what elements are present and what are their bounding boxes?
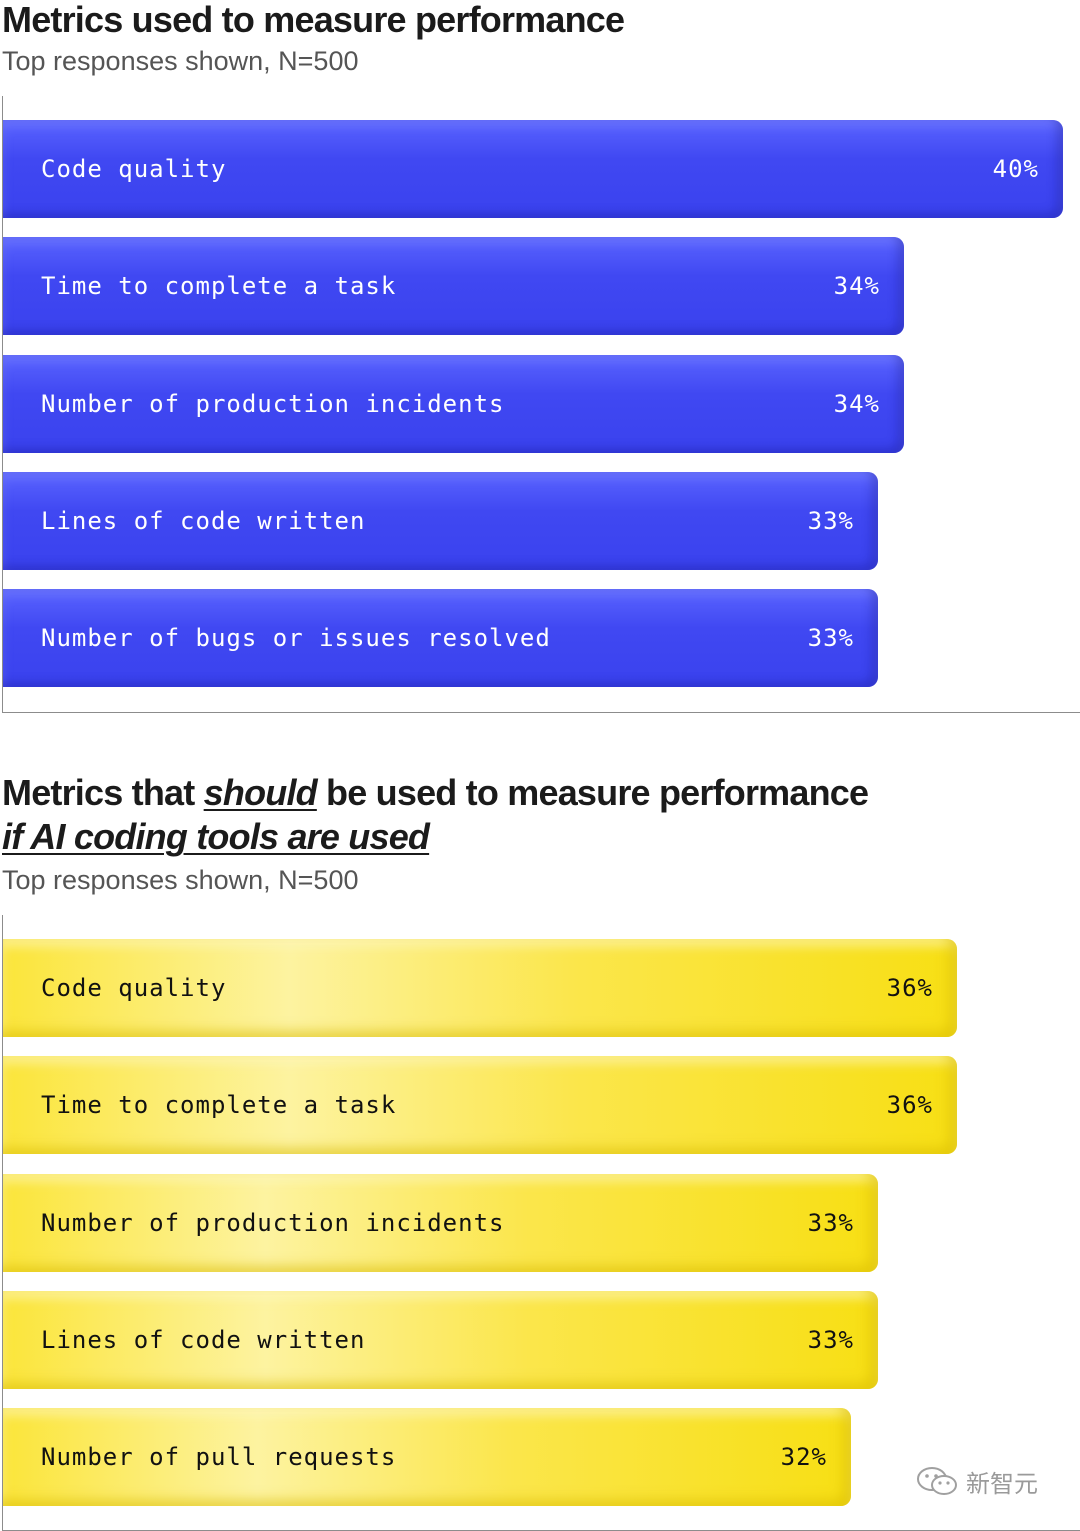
chart-2-bar: Time to complete a task 36% bbox=[3, 1056, 957, 1154]
chart-1-plot-area: Code quality 40% Time to complete a task 34… bbox=[2, 96, 1080, 713]
watermark-text: 新智元 bbox=[966, 1470, 1038, 1498]
chart-2-subtitle: Top responses shown, N=500 bbox=[2, 865, 359, 895]
wechat-icon bbox=[917, 1466, 957, 1495]
category-label: Code quality bbox=[41, 974, 227, 1002]
category-label: Time to complete a task bbox=[41, 272, 397, 300]
category-label: Number of production incidents bbox=[41, 1209, 505, 1237]
chart-1-bar: Number of bugs or issues resolved 33% bbox=[3, 589, 878, 687]
chart-2-title-part-3: be used to measure performance bbox=[316, 772, 869, 813]
value-label: 36% bbox=[886, 1091, 933, 1119]
chart-2-title-part-4: if AI coding tools are used bbox=[2, 816, 430, 857]
value-label: 33% bbox=[807, 1326, 854, 1354]
value-label: 34% bbox=[833, 390, 880, 418]
chart-2-title-part-2: should bbox=[203, 772, 318, 813]
category-label: Lines of code written bbox=[41, 1326, 366, 1354]
chart-1-bar: Number of production incidents 34% bbox=[3, 355, 904, 453]
category-label: Number of production incidents bbox=[41, 390, 505, 418]
value-label: 34% bbox=[833, 272, 880, 300]
chart-1-bar: Lines of code written 33% bbox=[3, 472, 878, 570]
chart-2-title: Metrics that should be used to measure p… bbox=[2, 771, 869, 859]
chart-2-title-part-1: Metrics that bbox=[2, 772, 204, 813]
chart-1-title: Metrics used to measure performance bbox=[2, 0, 625, 40]
chart-2-plot-area: Code quality 36% Time to complete a task 36… bbox=[2, 915, 1080, 1531]
chart-1-bar: Code quality 40% bbox=[3, 120, 1063, 218]
chart-1-bar: Time to complete a task 34% bbox=[3, 237, 904, 335]
chart-1-subtitle: Top responses shown, N=500 bbox=[2, 46, 359, 76]
category-label: Lines of code written bbox=[41, 507, 366, 535]
watermark: 新智元 bbox=[916, 1464, 1038, 1499]
chart-2-bar: Code quality 36% bbox=[3, 939, 957, 1037]
category-label: Time to complete a task bbox=[41, 1091, 397, 1119]
value-label: 32% bbox=[780, 1443, 827, 1471]
category-label: Number of bugs or issues resolved bbox=[41, 624, 551, 652]
chart-2-bar: Number of pull requests 32% bbox=[3, 1408, 851, 1506]
chart-2-bar: Lines of code written 33% bbox=[3, 1291, 878, 1389]
value-label: 36% bbox=[886, 974, 933, 1002]
value-label: 40% bbox=[992, 155, 1039, 183]
value-label: 33% bbox=[807, 1209, 854, 1237]
category-label: Number of pull requests bbox=[41, 1443, 397, 1471]
category-label: Code quality bbox=[41, 155, 227, 183]
value-label: 33% bbox=[807, 624, 854, 652]
chart-2-bar: Number of production incidents 33% bbox=[3, 1174, 878, 1272]
value-label: 33% bbox=[807, 507, 854, 535]
